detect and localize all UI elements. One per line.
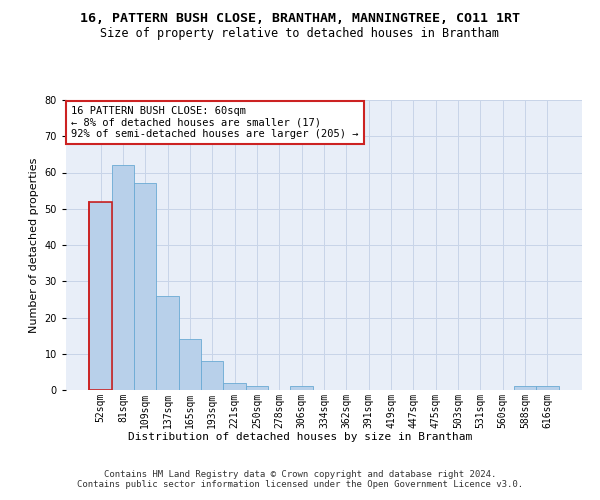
Bar [223,383,246,390]
Bar [89,202,112,390]
Text: Contains public sector information licensed under the Open Government Licence v3: Contains public sector information licen… [77,480,523,489]
Y-axis label: Number of detached properties: Number of detached properties [29,158,39,332]
Text: Size of property relative to detached houses in Brantham: Size of property relative to detached ho… [101,28,499,40]
Bar [290,386,313,390]
Bar [514,386,536,390]
Text: 16, PATTERN BUSH CLOSE, BRANTHAM, MANNINGTREE, CO11 1RT: 16, PATTERN BUSH CLOSE, BRANTHAM, MANNIN… [80,12,520,26]
Text: Distribution of detached houses by size in Brantham: Distribution of detached houses by size … [128,432,472,442]
Bar [157,296,179,390]
Bar [246,386,268,390]
Bar [201,361,223,390]
Bar [134,184,157,390]
Text: Contains HM Land Registry data © Crown copyright and database right 2024.: Contains HM Land Registry data © Crown c… [104,470,496,479]
Bar [179,339,201,390]
Text: 16 PATTERN BUSH CLOSE: 60sqm
← 8% of detached houses are smaller (17)
92% of sem: 16 PATTERN BUSH CLOSE: 60sqm ← 8% of det… [71,106,359,139]
Bar [112,165,134,390]
Bar [536,386,559,390]
